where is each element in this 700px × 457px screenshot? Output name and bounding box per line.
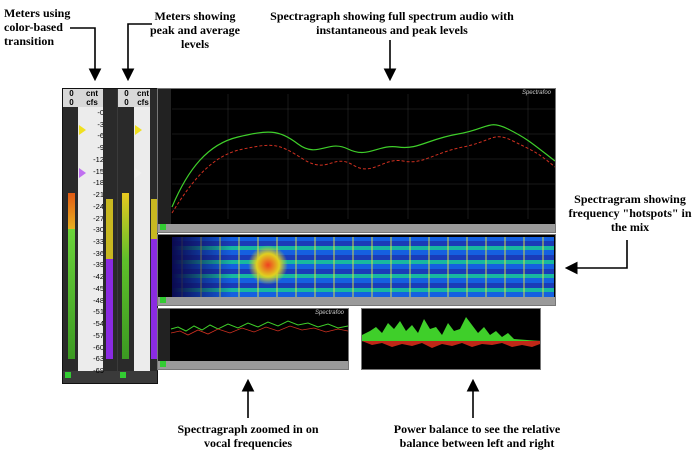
scale-tick: -48 <box>93 295 104 305</box>
frequency-ruler <box>158 297 555 305</box>
annotation-spectragraph-vocal: Spectragraph zoomed in on vocal frequenc… <box>177 422 319 450</box>
scale-tick: -54 <box>93 319 104 329</box>
panel-toggle-icon[interactable] <box>160 297 166 303</box>
scale-tick: -0 <box>97 108 104 117</box>
spectragraph-panel[interactable]: Spectrafoo <box>157 88 556 233</box>
power-balance-panel[interactable] <box>361 308 541 370</box>
meter-scale: cnt cfs -0 -3 -6 -9 -12 -15 -18 -21 -24 -27 -30 -33… <box>78 89 106 375</box>
panel-toggle-icon[interactable] <box>160 224 166 230</box>
scale-tick: -60 <box>93 342 104 352</box>
meter-toggle-icon[interactable] <box>120 372 126 378</box>
power-balance-plot <box>362 317 540 348</box>
frequency-ruler <box>158 361 348 369</box>
cfs-label: cfs <box>78 98 106 107</box>
peak-marker-icon <box>135 125 142 135</box>
scale-tick: -3 <box>97 119 104 129</box>
peak-marker-icon <box>135 168 142 178</box>
scale-tick: -15 <box>93 166 104 176</box>
spectragraph-vocal-title: Spectrafoo <box>314 310 344 316</box>
spectragraph-plot <box>158 89 555 224</box>
scale-tick: -36 <box>93 248 104 258</box>
annotation-spectragram: Spectragram showing frequency "hotspots"… <box>568 192 692 234</box>
scale-tick: -24 <box>93 201 104 211</box>
scale-tick: -21 <box>93 190 104 200</box>
meter-header: 0 <box>118 98 135 107</box>
scale-tick: -69 <box>93 366 104 375</box>
panel-toggle-icon[interactable] <box>160 361 166 367</box>
meter-header: 0 <box>63 98 80 107</box>
level-bar-purple <box>151 239 157 359</box>
vocal-instant-line <box>170 325 348 336</box>
spectragram-panel[interactable] <box>157 234 556 306</box>
level-bar <box>68 229 75 359</box>
scale-tick: -18 <box>93 178 104 188</box>
scale-tick: -39 <box>93 260 104 270</box>
scale-tick: -42 <box>93 272 104 282</box>
peak-marker-icon <box>79 168 86 178</box>
frequency-ruler <box>158 224 555 232</box>
annotation-meters-color: Meters using color-based transition <box>4 6 71 48</box>
scale-tick: -9 <box>97 143 104 153</box>
scale-tick: -57 <box>93 330 104 340</box>
meter-header: 0 <box>63 89 80 98</box>
balance-left-fill <box>362 317 540 341</box>
annotation-spectragraph-full: Spectragraph showing full spectrum audio… <box>270 9 514 37</box>
meter-left-b: 0 0 <box>118 89 135 371</box>
level-bar-purple <box>106 259 113 359</box>
hotspot <box>248 245 288 285</box>
meter-toggle-icon[interactable] <box>65 372 71 378</box>
scale-tick: -33 <box>93 237 104 246</box>
level-bar-hot <box>68 193 75 229</box>
balance-right-fill <box>362 341 540 348</box>
scale-tick: -27 <box>93 213 104 223</box>
scale-tick: -6 <box>97 131 104 141</box>
meter-header: 0 <box>118 89 135 98</box>
spectrum-peak-line <box>171 124 555 208</box>
spectragraph-vocal-plot <box>158 309 348 361</box>
vocal-peak-line <box>170 320 348 332</box>
spectragram-heatmap <box>172 237 554 297</box>
spectrum-instant-line <box>171 136 555 214</box>
meter-right-a <box>103 89 117 371</box>
scale-tick: -12 <box>93 154 104 164</box>
spectragraph-title: Spectrafoo <box>521 90 551 96</box>
cnt-label: cnt <box>78 89 106 98</box>
spectragraph-vocal-panel[interactable]: Spectrafoo <box>157 308 349 370</box>
spectragram-shade <box>172 237 232 297</box>
cfs-label: cfs <box>134 98 152 107</box>
level-bar <box>122 193 129 359</box>
meter-scale-2: cnt cfs <box>134 89 152 371</box>
cnt-label: cnt <box>134 89 152 98</box>
level-bar-yellow <box>151 199 157 239</box>
scale-tick: -63 <box>93 354 104 364</box>
annotation-meters-peak: Meters showing peak and average levels <box>150 9 240 51</box>
level-bar-yellow <box>106 199 113 259</box>
annotation-power-balance: Power balance to see the relative balanc… <box>393 422 561 450</box>
scale-tick: -30 <box>93 225 104 235</box>
meter-left-a: 0 0 <box>63 89 80 371</box>
scale-tick: -51 <box>93 307 104 317</box>
peak-marker-icon <box>79 125 86 135</box>
meter-right-b <box>150 89 158 371</box>
scale-tick: -45 <box>93 283 104 293</box>
